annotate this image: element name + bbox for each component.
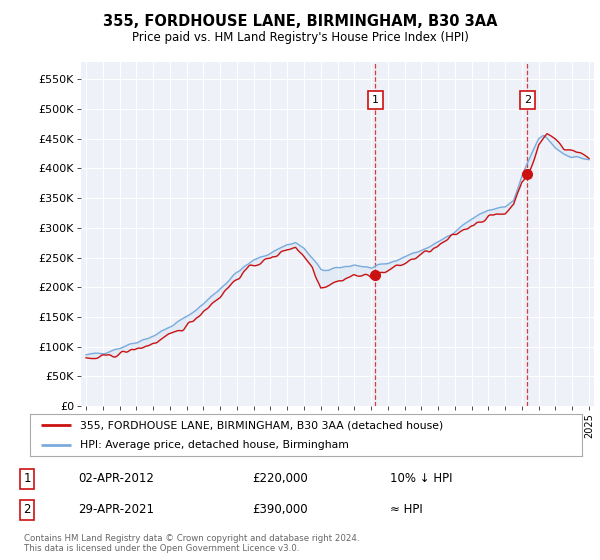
Text: 1: 1 — [372, 95, 379, 105]
Text: 02-APR-2012: 02-APR-2012 — [78, 472, 154, 486]
Text: 2: 2 — [524, 95, 531, 105]
Text: 355, FORDHOUSE LANE, BIRMINGHAM, B30 3AA: 355, FORDHOUSE LANE, BIRMINGHAM, B30 3AA — [103, 14, 497, 29]
Text: Price paid vs. HM Land Registry's House Price Index (HPI): Price paid vs. HM Land Registry's House … — [131, 31, 469, 44]
Text: £220,000: £220,000 — [252, 472, 308, 486]
Text: 1: 1 — [23, 472, 31, 486]
Text: 10% ↓ HPI: 10% ↓ HPI — [390, 472, 452, 486]
Text: HPI: Average price, detached house, Birmingham: HPI: Average price, detached house, Birm… — [80, 440, 349, 450]
Text: 2: 2 — [23, 503, 31, 516]
Text: 29-APR-2021: 29-APR-2021 — [78, 503, 154, 516]
Text: £390,000: £390,000 — [252, 503, 308, 516]
Text: ≈ HPI: ≈ HPI — [390, 503, 423, 516]
Text: Contains HM Land Registry data © Crown copyright and database right 2024.
This d: Contains HM Land Registry data © Crown c… — [24, 534, 359, 553]
Text: 355, FORDHOUSE LANE, BIRMINGHAM, B30 3AA (detached house): 355, FORDHOUSE LANE, BIRMINGHAM, B30 3AA… — [80, 421, 443, 430]
